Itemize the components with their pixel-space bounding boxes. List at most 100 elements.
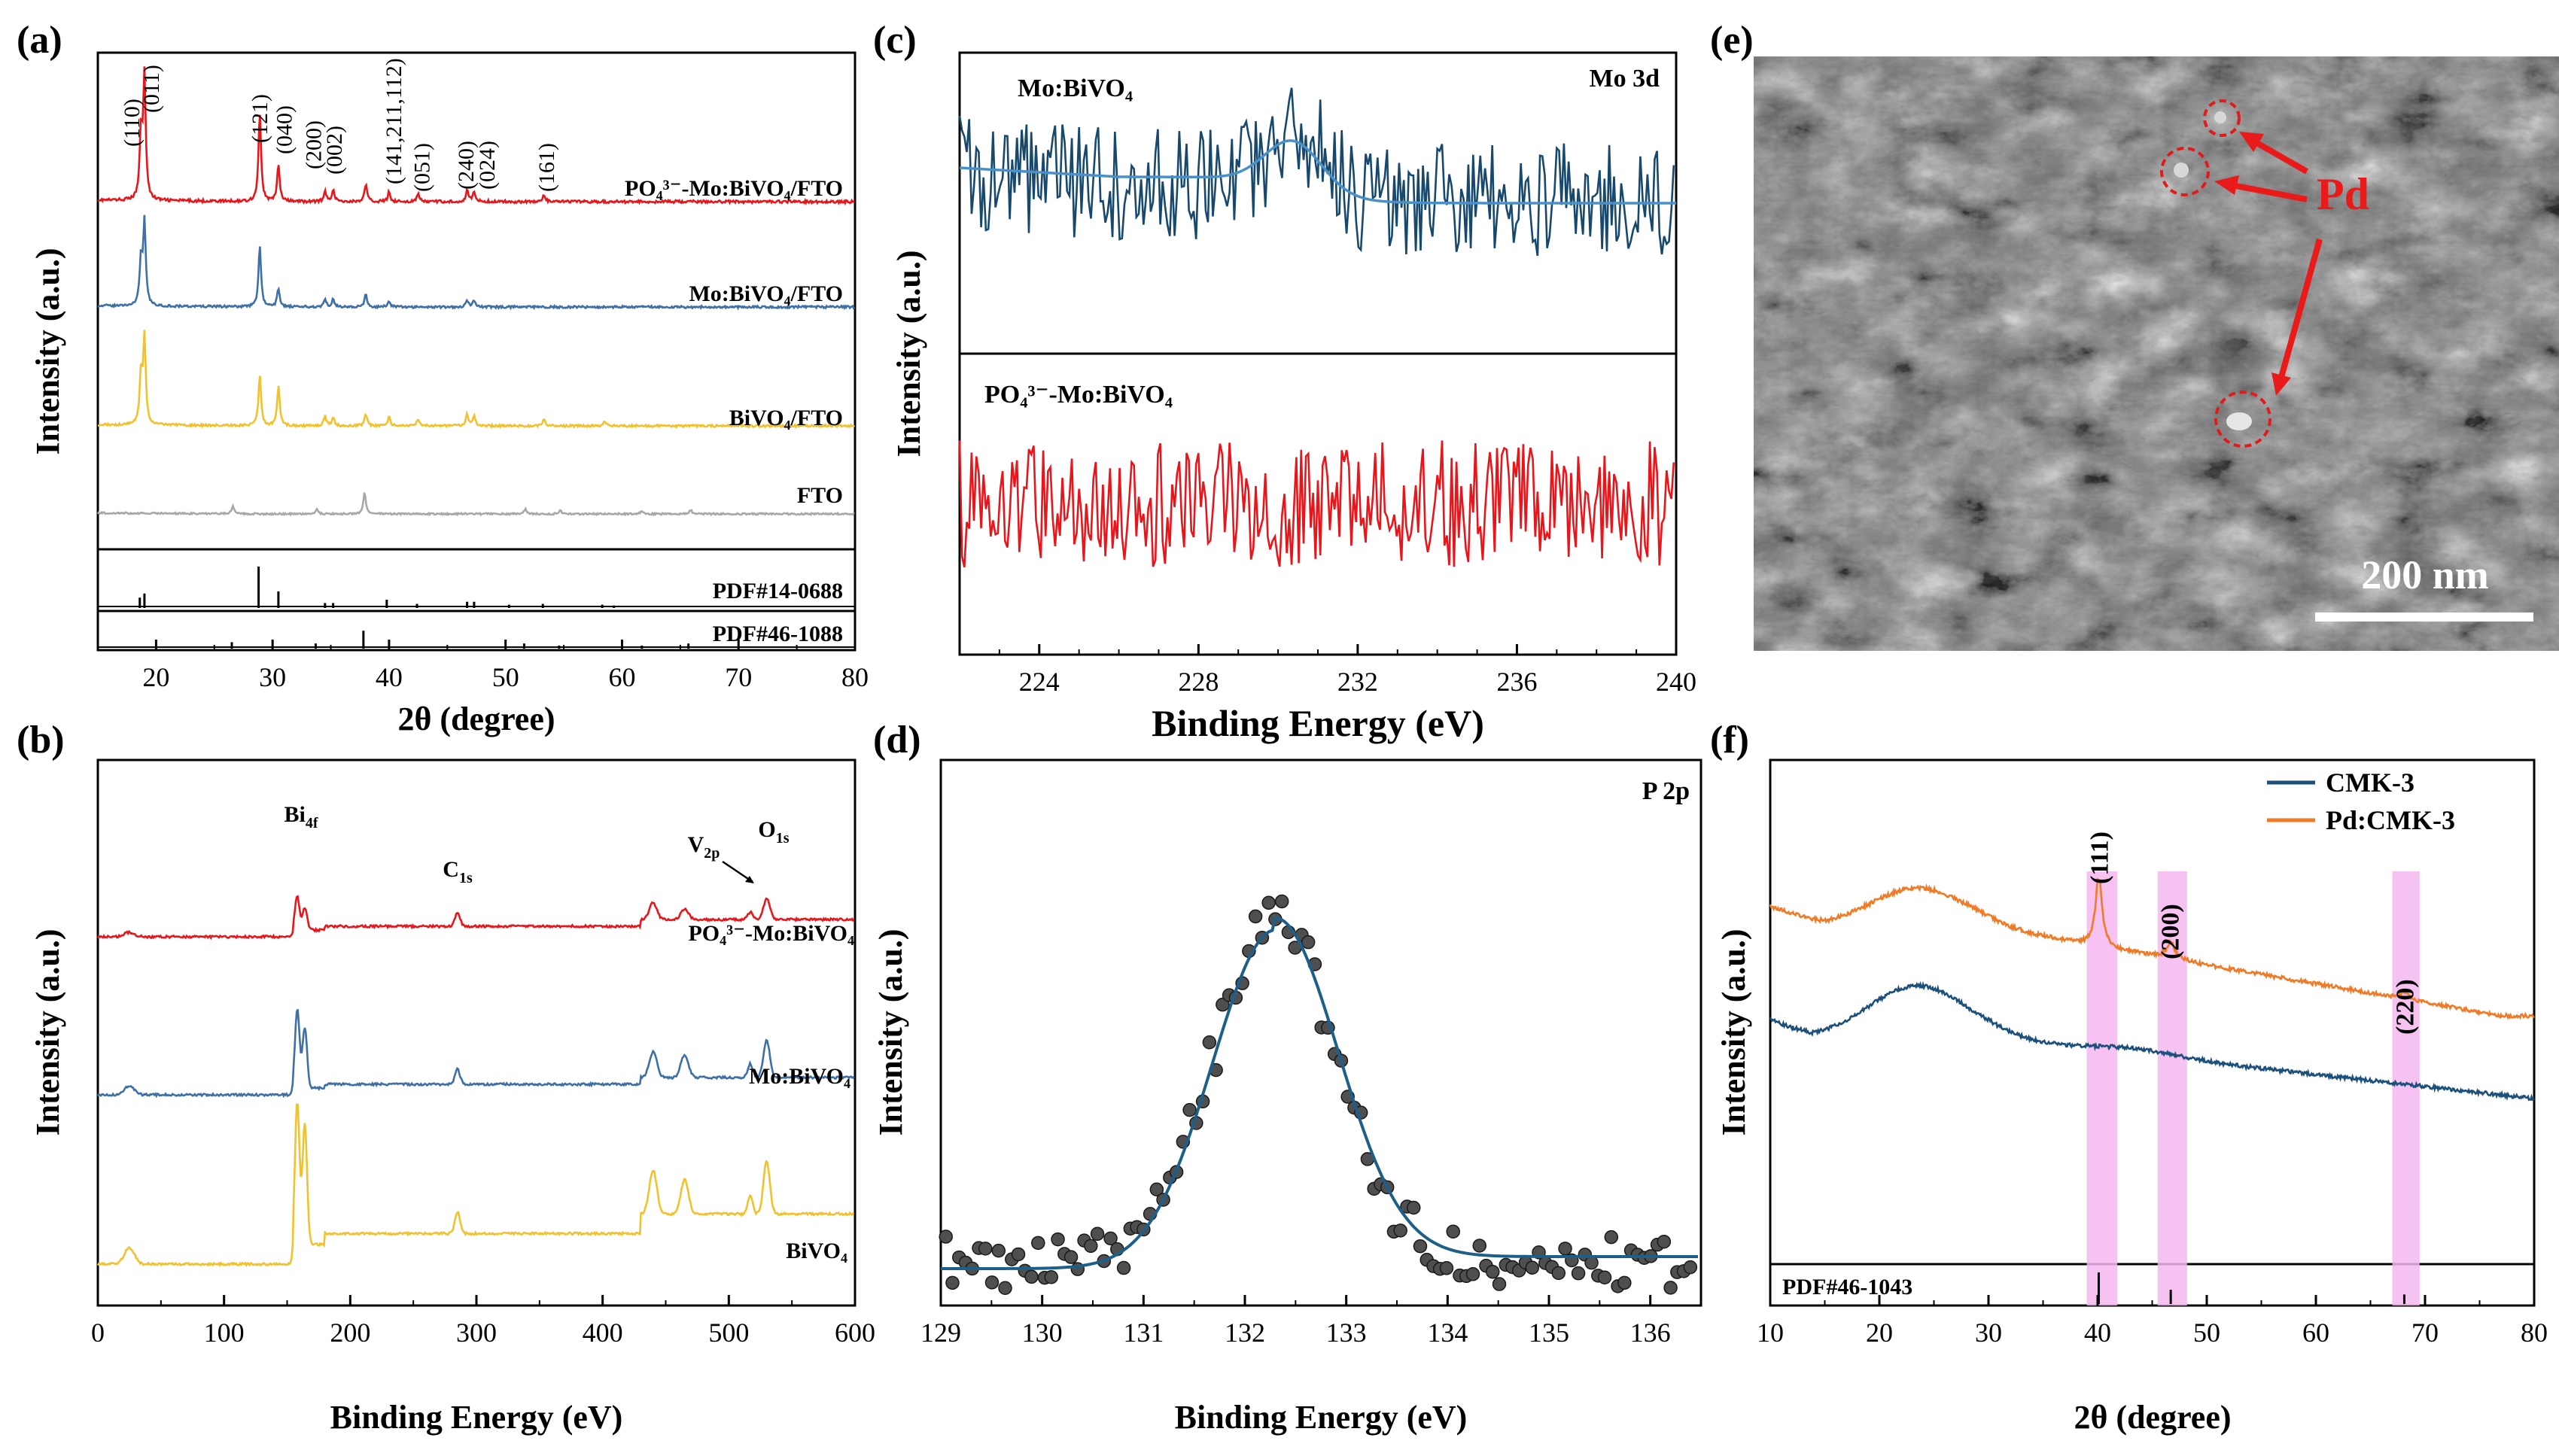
pd-particle-3 — [2226, 412, 2252, 430]
pd-marker-1 — [2203, 99, 2241, 137]
panel-f-x-ticks: 10 20 30 40 50 60 70 80 — [1757, 1295, 2548, 1348]
x-tick-label: 240 — [1656, 667, 1696, 697]
c-series-mo-bivo4 — [958, 87, 1675, 257]
x-tick-label: 100 — [204, 1318, 245, 1348]
d-data-point — [1571, 1266, 1586, 1281]
d-data-point — [1011, 1247, 1026, 1262]
c-series-po4-mo-bivo4 — [958, 440, 1675, 568]
d-data-point — [1202, 1035, 1217, 1050]
x-tick-label: 131 — [1123, 1318, 1164, 1348]
panel-f-series — [1769, 877, 2535, 1102]
x-tick-label: 232 — [1337, 667, 1378, 697]
x-tick-label: 30 — [1975, 1318, 2002, 1348]
d-data-point — [939, 1230, 953, 1244]
d-data-point — [1597, 1270, 1612, 1285]
panel-c-y-axis-label: Intensity (a.u.) — [890, 250, 927, 457]
b-label-bivo4: BiVO₄ — [786, 1239, 847, 1263]
panel-b-series — [96, 895, 855, 1268]
x-tick-label: 500 — [708, 1318, 749, 1348]
d-data-point — [1486, 1264, 1500, 1279]
panel-b-label: (b) — [17, 719, 65, 761]
x-tick-label: 60 — [2302, 1318, 2329, 1348]
x-tick-label: 40 — [376, 662, 403, 692]
d-data-point — [1116, 1260, 1131, 1275]
a-series-line — [98, 330, 856, 430]
panel-f-y-axis-label: Intensity (a.u.) — [1715, 929, 1752, 1135]
panel-d-points — [939, 894, 1698, 1296]
a-series-line — [97, 66, 855, 206]
d-data-point — [1492, 1277, 1507, 1291]
a-label-fto: FTO — [797, 483, 843, 508]
a-miller-label: (200) — [301, 120, 326, 169]
panel-d-y-axis-label: Intensity (a.u.) — [872, 929, 909, 1135]
a-label-pdf-46-1088: PDF#46-1088 — [713, 622, 843, 646]
x-tick-label: 20 — [1866, 1318, 1893, 1348]
c-label-po4-mo-bivo4: PO₄³⁻-Mo:BiVO₄ — [984, 381, 1173, 409]
panel-b-frame — [96, 758, 857, 1307]
panel-d-frame — [939, 758, 1702, 1307]
b-v2p-arrowhead — [745, 876, 754, 883]
d-data-point — [1084, 1239, 1098, 1254]
d-data-point — [1439, 1261, 1454, 1275]
panel-a-miller-labels: (110)(011) (121) (040) (200)(002) (141,211,1… — [120, 58, 559, 192]
panel-f-label: (f) — [1710, 719, 1749, 761]
panel-e: (e) — [1710, 19, 2559, 651]
x-tick-label: 228 — [1178, 667, 1219, 697]
d-data-point — [1149, 1182, 1164, 1197]
a-miller-label: (161) — [534, 143, 559, 192]
panel-a: (a) 20 30 40 50 60 70 80 PO₄³⁻-Mo:BiVO₄/FTO Mo… — [17, 19, 869, 737]
f-miller-label: (111) — [2086, 831, 2113, 884]
a-miller-label: (011) — [139, 65, 164, 113]
panel-d-x-ticks: 129 130 131 132 133 134 135 136 — [920, 1295, 1702, 1348]
a-miller-label: (051) — [409, 143, 434, 192]
d-data-point — [1584, 1255, 1599, 1270]
panel-d: (d) 129 130 131 132 133 134 135 136 P 2p Bindin… — [872, 719, 1702, 1436]
panel-f-reference-lines — [2097, 1272, 2405, 1304]
a-label-bivo4-fto: BiVO₄/FTO — [729, 406, 843, 430]
f-miller-label: (200) — [2157, 904, 2185, 959]
d-data-point — [1465, 1267, 1480, 1281]
d-data-point — [1063, 1250, 1079, 1264]
panel-f-highlights — [2086, 871, 2420, 1306]
c-fit-curve — [959, 139, 1676, 205]
d-data-point — [1393, 1223, 1407, 1238]
d-data-point — [1663, 1281, 1678, 1295]
panel-a-series — [96, 66, 856, 517]
f-series-cmk3 — [1769, 980, 2535, 1102]
x-tick-label: 50 — [492, 662, 519, 692]
d-data-point — [1551, 1266, 1566, 1281]
d-data-point — [1261, 895, 1276, 910]
x-tick-label: 400 — [583, 1318, 623, 1348]
d-data-point — [945, 1275, 960, 1290]
d-data-point — [1657, 1234, 1672, 1249]
d-data-point — [1103, 1231, 1118, 1246]
f-highlight-band — [2086, 871, 2118, 1306]
panel-a-frame — [96, 51, 857, 652]
d-data-point — [1683, 1260, 1698, 1275]
scale-bar — [2315, 612, 2533, 622]
d-data-point — [1301, 935, 1316, 950]
x-tick-label: 134 — [1427, 1318, 1468, 1348]
d-data-point — [1558, 1242, 1572, 1256]
d-data-point — [984, 1275, 1000, 1290]
d-data-point — [1406, 1200, 1421, 1215]
d-data-point — [1090, 1227, 1105, 1242]
a-miller-label: (141,211,112) — [382, 58, 406, 184]
x-tick-label: 129 — [920, 1318, 961, 1348]
a-miller-label: (002) — [322, 126, 347, 175]
f-series-pd-cmk3 — [1769, 877, 2535, 1020]
panel-c-series — [958, 87, 1676, 568]
pd-marker-3 — [2214, 391, 2271, 448]
panel-b: (b) 0 100 200 300 400 500 600 Bi4f C1s V2p O1s… — [17, 719, 875, 1436]
d-data-point — [1525, 1260, 1540, 1275]
x-tick-label: 30 — [259, 662, 286, 692]
f-legend-pdcmk3-label: Pd:CMK-3 — [2326, 805, 2455, 835]
x-tick-label: 600 — [835, 1318, 875, 1348]
d-data-point — [1216, 997, 1230, 1012]
panel-f-x-axis-label: 2θ (degree) — [2074, 1399, 2231, 1436]
d-data-point — [1024, 1269, 1039, 1284]
d-data-point — [1604, 1230, 1619, 1245]
pd-label: Pd — [2317, 169, 2369, 219]
a-miller-label: (240) — [454, 141, 479, 190]
